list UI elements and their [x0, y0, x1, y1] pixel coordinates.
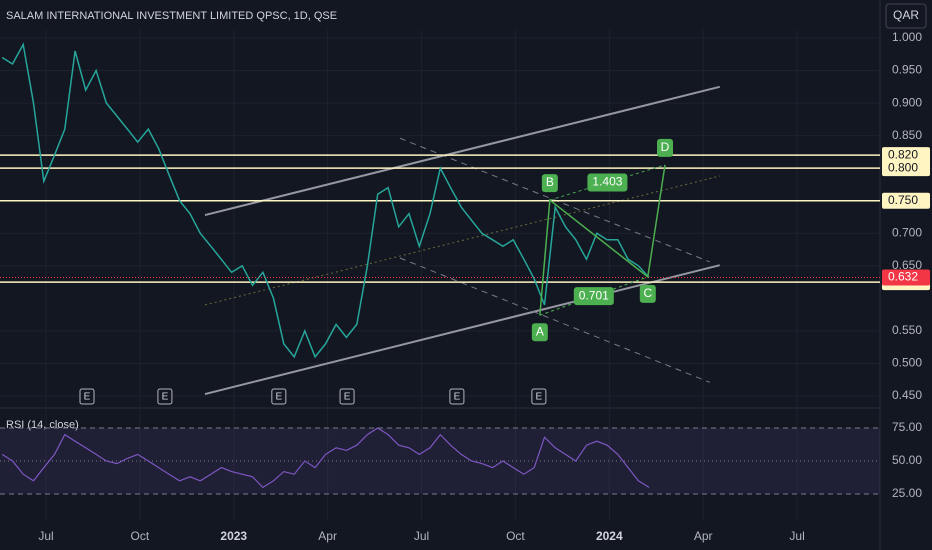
channel-line — [204, 85, 721, 217]
ratio-bg — [573, 287, 614, 306]
earnings-box — [449, 388, 465, 405]
channel-line — [204, 264, 721, 396]
level-label: 0.820 — [888, 147, 918, 161]
ratio-label: 1.403 — [592, 175, 622, 189]
rsi-tick-label: 50.00 — [892, 453, 922, 467]
earnings-box — [157, 388, 173, 405]
pattern-diagonal — [539, 276, 648, 316]
x-tick-label: 2024 — [596, 529, 623, 543]
earnings-box — [339, 388, 355, 405]
ratio-bg — [587, 173, 628, 192]
earnings-label: E — [162, 392, 169, 403]
y-tick-label: 0.550 — [892, 323, 922, 337]
last-price-label: 0.632 — [888, 270, 918, 284]
y-tick-label: 0.700 — [892, 225, 922, 239]
earnings-box — [79, 388, 95, 405]
currency: QAR — [893, 8, 919, 22]
pattern-point-bg — [639, 284, 656, 303]
x-tick-label: Jul — [38, 529, 53, 543]
rsi-tick-label: 75.00 — [892, 420, 922, 434]
y-tick-label: 1.000 — [892, 30, 922, 44]
pattern-point-label: C — [643, 286, 652, 300]
y-tick-label: 0.650 — [892, 258, 922, 272]
y-tick-label: 0.450 — [892, 388, 922, 402]
pattern-point-bg — [657, 138, 674, 157]
x-tick-label: 2023 — [220, 529, 247, 543]
earnings-box — [271, 388, 287, 405]
pattern-point-bg — [541, 174, 558, 193]
y-tick-label: 0.950 — [892, 63, 922, 77]
level-label: 0.750 — [888, 193, 918, 207]
earnings-label: E — [84, 392, 91, 403]
pattern-point-label: D — [661, 140, 670, 154]
x-tick-label: Apr — [318, 529, 337, 543]
earnings-label: E — [275, 392, 282, 403]
x-tick-label: Apr — [694, 529, 713, 543]
level-label-bg — [882, 160, 930, 177]
level-label-bg — [882, 192, 930, 209]
earnings-label: E — [454, 392, 461, 403]
earnings-box — [531, 388, 547, 405]
x-tick-label: Jul — [789, 529, 804, 543]
earnings-label: E — [344, 392, 351, 403]
rsi-tick-label: 25.00 — [892, 486, 922, 500]
level-label-bg — [882, 147, 930, 164]
pattern-line — [539, 164, 666, 316]
channel-line — [399, 257, 710, 383]
rsi-title: RSI (14, close) — [6, 419, 79, 431]
currency-box[interactable] — [885, 3, 927, 29]
level-label: 0.800 — [888, 160, 918, 174]
y-tick-label: 0.500 — [892, 356, 922, 370]
x-tick-label: Oct — [506, 529, 525, 543]
y-tick-label: 0.900 — [892, 95, 922, 109]
pattern-point-bg — [531, 323, 548, 342]
last-price-bg — [882, 269, 930, 286]
y-tick-label: 0.850 — [892, 128, 922, 142]
earnings-label: E — [536, 392, 543, 403]
x-tick-label: Jul — [414, 529, 429, 543]
ratio-label: 0.701 — [579, 288, 609, 302]
pattern-point-label: A — [536, 324, 544, 338]
channel-line — [204, 175, 720, 306]
chart-title: SALAM INTERNATIONAL INVESTMENT LIMITED Q… — [6, 10, 337, 22]
x-tick-label: Oct — [131, 529, 150, 543]
rsi-line — [1, 427, 650, 489]
pattern-point-label: B — [546, 175, 554, 189]
